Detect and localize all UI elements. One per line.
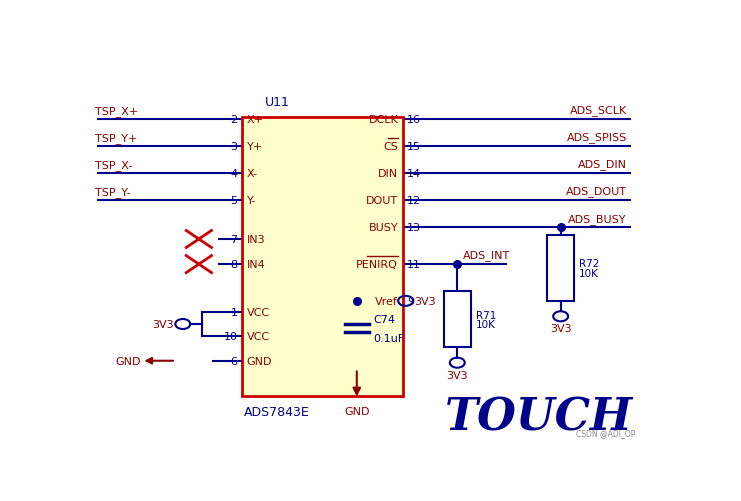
Text: 2: 2 [230, 115, 237, 125]
Text: TSP_Y+: TSP_Y+ [96, 133, 138, 144]
Text: 3V3: 3V3 [550, 324, 571, 334]
Text: X+: X+ [247, 115, 264, 125]
Text: 15: 15 [408, 142, 422, 152]
Text: Y+: Y+ [247, 142, 262, 152]
Text: R71: R71 [476, 310, 496, 320]
Text: 10K: 10K [579, 268, 599, 278]
Text: TSP_X-: TSP_X- [96, 160, 133, 171]
Text: ADS_BUSY: ADS_BUSY [568, 213, 627, 224]
Text: 10: 10 [223, 331, 237, 341]
Text: IN4: IN4 [247, 260, 265, 270]
Text: GND: GND [247, 356, 272, 366]
Text: U11: U11 [265, 95, 290, 108]
Text: X-: X- [247, 169, 258, 179]
Text: ADS_SPISS: ADS_SPISS [566, 132, 627, 143]
Text: CSDN @ADI_OP: CSDN @ADI_OP [576, 429, 635, 438]
Text: 0.1uF: 0.1uF [373, 333, 405, 343]
Text: TSP_Y-: TSP_Y- [96, 187, 131, 198]
Text: 7: 7 [230, 234, 237, 244]
Text: ADS_INT: ADS_INT [463, 250, 511, 261]
Text: 16: 16 [408, 115, 422, 125]
Text: 3V3: 3V3 [414, 296, 436, 306]
Text: 11: 11 [408, 260, 422, 270]
Text: PENIRQ: PENIRQ [356, 260, 398, 270]
Text: Vref: Vref [375, 296, 398, 306]
Text: 1: 1 [230, 308, 237, 318]
Text: 4: 4 [230, 169, 237, 179]
Text: TSP_X+: TSP_X+ [96, 106, 139, 117]
Text: IN3: IN3 [247, 234, 265, 244]
Text: 9: 9 [408, 296, 414, 306]
Text: 5: 5 [230, 196, 237, 206]
Text: CS: CS [383, 142, 398, 152]
Text: GND: GND [116, 356, 141, 366]
Text: VCC: VCC [247, 331, 270, 341]
Text: DCLK: DCLK [368, 115, 398, 125]
Text: GND: GND [344, 406, 370, 416]
Text: DOUT: DOUT [366, 196, 398, 206]
Text: 10K: 10K [476, 319, 496, 329]
Text: 6: 6 [230, 356, 237, 366]
Text: ADS_DOUT: ADS_DOUT [565, 186, 627, 197]
Text: 3: 3 [230, 142, 237, 152]
Bar [242, 118, 403, 396]
Text: 14: 14 [408, 169, 422, 179]
Text: 3V3: 3V3 [152, 319, 173, 329]
Text: C74: C74 [373, 315, 396, 324]
Text: DIN: DIN [378, 169, 398, 179]
Text: R72: R72 [579, 259, 599, 269]
Bar [444, 292, 471, 348]
Text: ADS_SCLK: ADS_SCLK [569, 105, 627, 116]
Text: 13: 13 [408, 223, 422, 233]
Text: ADS_DIN: ADS_DIN [578, 159, 627, 170]
Text: TOUCH: TOUCH [445, 395, 632, 438]
Text: ADS7843E: ADS7843E [244, 405, 310, 418]
Text: Y-: Y- [247, 196, 256, 206]
Text: 8: 8 [230, 260, 237, 270]
Text: BUSY: BUSY [368, 223, 398, 233]
Text: 3V3: 3V3 [447, 370, 468, 380]
Text: 12: 12 [408, 196, 422, 206]
Text: VCC: VCC [247, 308, 270, 318]
Bar [547, 235, 574, 301]
